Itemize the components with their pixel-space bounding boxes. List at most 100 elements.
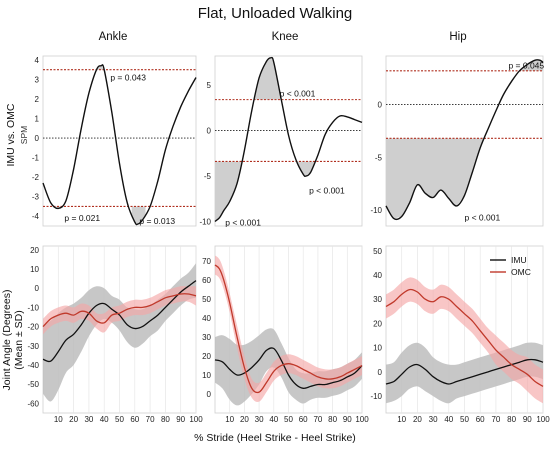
- y-tick-label: 50: [202, 295, 211, 304]
- x-tick-label: 10: [397, 415, 406, 424]
- sd-band-omc: [43, 286, 196, 335]
- p-value-annotation: p < 0.001: [225, 217, 261, 227]
- y-tick-label: -5: [375, 153, 383, 162]
- y-tick-label: -3: [32, 193, 40, 202]
- p-value-annotation: p = 0.021: [64, 213, 100, 223]
- x-tick-label: 10: [54, 415, 63, 424]
- column-title-ankle: Ankle: [99, 31, 128, 43]
- panel-angle-ankle: -60 -50 -40 -30 -20 -10 0 10 20 10 20 30 40 50 60 70 80 9…: [27, 245, 203, 424]
- x-tick-label: 70: [313, 415, 322, 424]
- y-tick-label: 10: [202, 371, 211, 380]
- y-tick-label: 50: [373, 247, 382, 256]
- x-tick-label: 20: [240, 415, 249, 424]
- y-tick-label: 0: [378, 101, 383, 110]
- y-tick-label: 0: [35, 284, 40, 293]
- x-tick-label: 100: [189, 415, 203, 424]
- y-tick-label: 60: [202, 276, 211, 285]
- significance-cluster: [53, 206, 65, 209]
- y-tick-label: -50: [27, 380, 39, 389]
- mean-line-imu: [385, 358, 544, 385]
- y-tick-label: -10: [370, 206, 382, 215]
- mean-line-omc: [214, 264, 363, 394]
- y-tick-label: -10: [199, 217, 211, 226]
- x-tick-label: 20: [413, 415, 422, 424]
- sd-band-omc: [215, 255, 362, 402]
- x-tick-label: 100: [355, 415, 369, 424]
- figure-title: Flat, Unloaded Walking: [198, 5, 353, 22]
- y-tick-label: 0: [35, 134, 40, 143]
- y-tick-label: 0: [207, 390, 212, 399]
- significance-cluster: [250, 57, 282, 100]
- panel-angle-knee: 0 10 20 30 40 50 60 70 10 20 30 40 50 60 70 80 90 100: [202, 245, 369, 424]
- y-tick-label: 40: [373, 271, 382, 280]
- y-tick-label: 70: [202, 257, 211, 266]
- x-tick-label: 70: [491, 415, 500, 424]
- x-tick-label: 30: [429, 415, 438, 424]
- x-tick-label: 20: [69, 415, 78, 424]
- plot-area: [42, 55, 197, 227]
- x-tick-label: 50: [115, 415, 124, 424]
- y-tick-label: 30: [373, 295, 382, 304]
- x-tick-label: 30: [255, 415, 264, 424]
- bottom-row-ylabel: Joint Angle (Degrees): [1, 290, 13, 391]
- x-axis-label: % Stride (Heel Strike - Heel Strike): [194, 432, 356, 444]
- y-tick-label: 20: [202, 352, 211, 361]
- mean-line-omc: [42, 293, 197, 328]
- p-value-annotation: p < 0.001: [465, 213, 501, 223]
- y-tick-label: -40: [27, 361, 39, 370]
- significance-cluster: [215, 161, 248, 222]
- y-tick-label: 40: [202, 314, 211, 323]
- x-tick-label: 60: [130, 415, 139, 424]
- x-tick-label: 100: [536, 415, 550, 424]
- y-tick-label: 0: [378, 368, 383, 377]
- p-value-annotation: p = 0.045: [508, 61, 544, 71]
- x-tick-label: 40: [444, 415, 453, 424]
- x-tick-label: 90: [176, 415, 185, 424]
- significance-cluster: [292, 161, 318, 176]
- x-tick-label: 60: [476, 415, 485, 424]
- p-value-annotation: p = 0.013: [139, 216, 175, 226]
- spm-statistic-line: [214, 56, 363, 223]
- y-tick-label: -4: [32, 212, 40, 221]
- y-tick-label: -10: [370, 392, 382, 401]
- y-tick-label: -60: [27, 399, 39, 408]
- y-tick-label: 10: [373, 344, 382, 353]
- legend-label-omc: OMC: [511, 267, 531, 277]
- y-tick-label: -5: [204, 172, 212, 181]
- y-tick-label: -1: [32, 154, 40, 163]
- top-row-ysublabel: SPM: [19, 126, 29, 144]
- y-tick-label: -30: [27, 342, 39, 351]
- legend: IMU OMC: [490, 255, 531, 277]
- column-title-hip: Hip: [449, 31, 466, 43]
- significance-cluster: [95, 65, 109, 70]
- x-tick-label: 40: [100, 415, 109, 424]
- panel-angle-hip: -10 0 10 20 30 40 50 10 20 30 40 50 60 70 80 90 100: [370, 245, 550, 424]
- y-tick-label: 0: [207, 127, 212, 136]
- y-tick-label: 4: [35, 56, 40, 65]
- y-tick-label: -2: [32, 173, 40, 182]
- significance-cluster: [386, 138, 495, 219]
- column-title-knee: Knee: [272, 31, 299, 43]
- mean-line-imu: [214, 347, 363, 389]
- legend-label-imu: IMU: [511, 255, 527, 265]
- x-tick-label: 80: [328, 415, 337, 424]
- sd-band-omc: [386, 277, 543, 404]
- mean-line-imu: [42, 280, 197, 363]
- x-tick-label: 90: [343, 415, 352, 424]
- top-row-ylabel: IMU vs. OMC: [5, 103, 17, 166]
- x-tick-label: 60: [299, 415, 308, 424]
- p-value-annotation: p < 0.001: [309, 186, 345, 196]
- significance-cluster: [521, 60, 543, 71]
- x-tick-label: 70: [146, 415, 155, 424]
- y-tick-label: 20: [373, 319, 382, 328]
- x-tick-label: 80: [161, 415, 170, 424]
- y-tick-label: -10: [27, 303, 39, 312]
- x-tick-label: 90: [523, 415, 532, 424]
- x-tick-label: 50: [460, 415, 469, 424]
- y-tick-label: 5: [207, 81, 212, 90]
- plot-area: [214, 55, 363, 227]
- x-tick-label: 50: [284, 415, 293, 424]
- y-tick-label: 10: [30, 265, 39, 274]
